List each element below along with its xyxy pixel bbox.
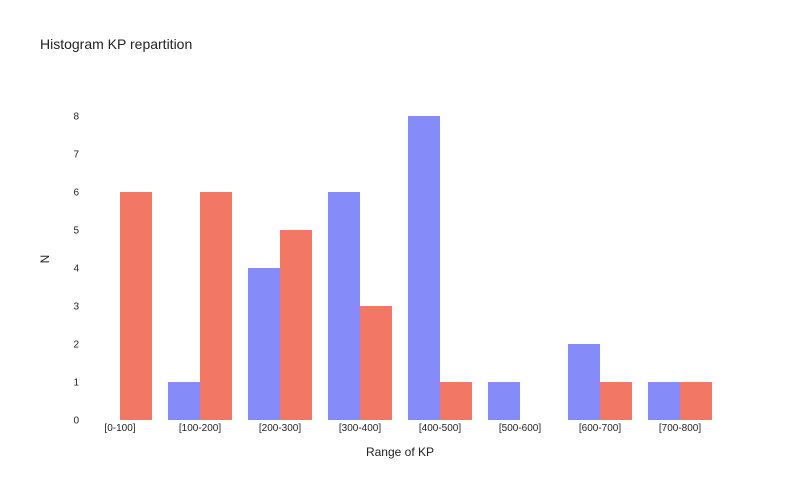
x-tick-label: [700-800] — [659, 423, 701, 434]
x-tick-label: [200-300] — [259, 423, 301, 434]
x-tick-label: [600-700] — [579, 423, 621, 434]
bar-series-2-[300-400] — [360, 306, 392, 420]
bar-series-1-[200-300] — [248, 268, 280, 420]
bar-series-1-[400-500] — [408, 116, 440, 420]
bar-series-1-[700-800] — [648, 382, 680, 420]
x-tick-label: [0-100] — [104, 423, 135, 434]
bar-series-1-[600-700] — [568, 344, 600, 420]
bar-series-2-[100-200] — [200, 192, 232, 420]
y-tick-label: 0 — [73, 416, 79, 427]
bar-series-2-[0-100] — [120, 192, 152, 420]
bar-series-1-[500-600] — [488, 382, 520, 420]
bar-series-1-[100-200] — [168, 382, 200, 420]
y-tick-label: 7 — [73, 150, 79, 161]
bar-series-2-[700-800] — [680, 382, 712, 420]
bar-series-1-[300-400] — [328, 192, 360, 420]
chart-title: Histogram KP repartition — [40, 36, 193, 52]
bar-series-2-[600-700] — [600, 382, 632, 420]
y-tick-label: 3 — [73, 302, 79, 313]
y-tick-label: 8 — [73, 112, 79, 123]
y-tick-label: 4 — [73, 264, 79, 275]
x-tick-label: [500-600] — [499, 423, 541, 434]
x-axis-title: Range of KP — [366, 445, 434, 459]
x-tick-label: [300-400] — [339, 423, 381, 434]
bar-series-2-[200-300] — [280, 230, 312, 420]
y-tick-label: 5 — [73, 226, 79, 237]
x-tick-label: [400-500] — [419, 423, 461, 434]
y-axis-ticks: 0 1 2 3 4 5 6 7 8 — [73, 112, 79, 427]
y-tick-label: 1 — [73, 378, 79, 389]
y-axis-title: N — [38, 255, 52, 264]
bars-layer — [120, 116, 712, 420]
y-tick-label: 2 — [73, 340, 79, 351]
y-tick-label: 6 — [73, 188, 79, 199]
x-tick-label: [100-200] — [179, 423, 221, 434]
x-axis-ticks: [0-100] [100-200] [200-300] [300-400] [400-5… — [104, 423, 701, 434]
bar-series-2-[400-500] — [440, 382, 472, 420]
